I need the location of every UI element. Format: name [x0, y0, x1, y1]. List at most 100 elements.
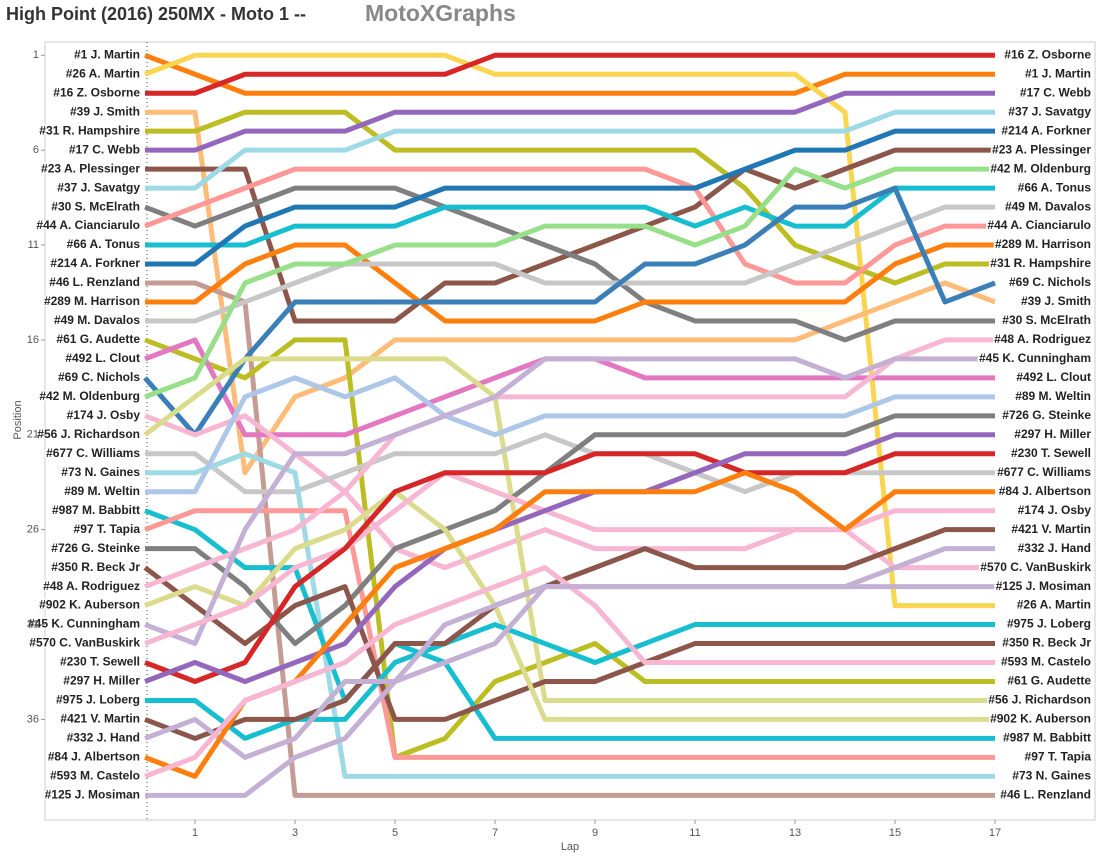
start-label: #1 J. Martin: [74, 47, 140, 61]
start-label: #69 C. Nichols: [58, 370, 140, 384]
end-label: #84 J. Albertson: [999, 484, 1091, 498]
labels: #1 J. Martin #1 J. Martin #26 A. Martin #26…: [26, 46, 1092, 803]
start-label: #37 J. Savatgy: [57, 180, 140, 194]
start-label: #84 J. Albertson: [48, 750, 140, 764]
x-tick-label: 9: [592, 827, 598, 839]
y-tick-label: 16: [27, 334, 39, 346]
series-line: [144, 508, 995, 741]
end-label: #49 M. Davalos: [1005, 199, 1091, 213]
chart-title-brand: MotoXGraphs: [365, 0, 516, 26]
x-tick-label: 5: [392, 827, 398, 839]
series-line: [144, 508, 995, 760]
start-label: #23 A. Plessinger: [41, 161, 140, 175]
series-line: [145, 109, 996, 476]
end-label: #230 T. Sewell: [1011, 446, 1091, 460]
start-label: #73 N. Gaines: [61, 465, 140, 479]
end-label: #677 C. Williams: [997, 465, 1091, 479]
series-line: [145, 432, 995, 495]
start-label: #17 C. Webb: [69, 142, 140, 156]
series-line: [145, 128, 995, 267]
start-label: #44 A. Cianciarulo: [36, 218, 140, 232]
start-label: #289 M. Harrison: [44, 294, 140, 308]
series-line: [145, 204, 995, 324]
end-label: #89 M. Weltin: [1015, 389, 1091, 403]
end-label: #37 J. Savatgy: [1008, 104, 1091, 118]
series-line: [144, 489, 995, 722]
x-tick-label: 11: [689, 827, 700, 839]
series-line: [145, 413, 995, 647]
start-label: #66 A. Tonus: [67, 237, 141, 251]
end-label: #69 C. Nichols: [1009, 275, 1091, 289]
start-label: #975 J. Loberg: [56, 693, 140, 707]
start-label: #46 L. Renzland: [49, 275, 140, 289]
start-label: #125 J. Mosiman: [45, 788, 140, 802]
end-label: #593 M. Castelo: [1001, 655, 1091, 669]
start-label: #16 Z. Osborne: [53, 85, 140, 99]
end-label: #350 R. Beck Jr: [1002, 636, 1091, 650]
series-line: [145, 242, 995, 324]
series-line: [144, 337, 995, 589]
y-tick-label: 31: [27, 618, 39, 630]
x-tick-label: 7: [492, 827, 498, 839]
end-label: #421 V. Martin: [1011, 522, 1091, 536]
end-label: #26 A. Martin: [1017, 598, 1091, 612]
start-label: #987 M. Babbitt: [52, 503, 140, 517]
y-tick-label: 36: [27, 713, 39, 725]
series-line: [145, 185, 995, 248]
start-label: #214 A. Forkner: [50, 256, 140, 270]
series-line: [144, 451, 995, 684]
end-label: #73 N. Gaines: [1012, 769, 1091, 783]
end-label: #23 A. Plessinger: [992, 142, 1091, 156]
series-line: [143, 356, 995, 703]
end-label: #16 Z. Osborne: [1004, 47, 1091, 61]
series-line: [144, 356, 995, 647]
start-label: #332 J. Hand: [67, 731, 140, 745]
end-label: #125 J. Mosiman: [996, 579, 1091, 593]
plot-frame: [44, 41, 1096, 821]
end-label: #61 G. Audette: [1007, 674, 1091, 688]
end-label: #289 M. Harrison: [995, 237, 1091, 251]
lines: [143, 52, 996, 798]
series-line: [145, 584, 995, 798]
end-label: #1 J. Martin: [1025, 66, 1091, 80]
end-label: #42 M. Oldenburg: [990, 161, 1091, 175]
series-line: [145, 90, 995, 153]
start-label: #89 M. Weltin: [64, 484, 140, 498]
x-tick-label: 15: [889, 827, 901, 839]
series-line: [145, 109, 995, 286]
start-label: #570 C. VanBuskirk: [29, 636, 140, 650]
x-tick-label: 3: [292, 827, 298, 839]
end-label: #332 J. Hand: [1018, 541, 1091, 555]
end-label: #48 A. Rodriguez: [994, 332, 1091, 346]
end-label: #97 T. Tapia: [1025, 750, 1092, 764]
end-label: #987 M. Babbitt: [1003, 731, 1091, 745]
x-tick-label: 1: [192, 827, 198, 839]
start-label: #677 C. Williams: [46, 446, 140, 460]
series-line: [145, 375, 995, 495]
start-label: #726 G. Steinke: [51, 541, 140, 555]
start-label: #902 K. Auberson: [39, 598, 140, 612]
start-label: #492 L. Clout: [65, 351, 140, 365]
start-label: #39 J. Smith: [70, 104, 140, 118]
end-label: #46 L. Renzland: [1000, 788, 1091, 802]
start-label: #56 J. Richardson: [37, 427, 140, 441]
series-line: [144, 52, 995, 609]
start-label: #97 T. Tapia: [74, 522, 141, 536]
end-label: #44 A. Cianciarulo: [987, 218, 1091, 232]
end-label: #214 A. Forkner: [1001, 123, 1091, 137]
y-tick-label: 21: [27, 429, 39, 441]
series-line: [145, 280, 995, 798]
end-label: #297 H. Miller: [1014, 427, 1091, 441]
end-label: #39 J. Smith: [1021, 294, 1091, 308]
end-label: #31 R. Hampshire: [990, 256, 1091, 270]
series-line: [143, 565, 995, 722]
start-label: #350 R. Beck Jr: [51, 560, 140, 574]
series-line: [145, 109, 995, 191]
end-label: #726 G. Steinke: [1002, 408, 1091, 422]
end-label: #56 J. Richardson: [988, 693, 1091, 707]
start-label: #61 G. Audette: [56, 332, 140, 346]
end-label: #30 S. McElrath: [1002, 313, 1091, 327]
y-axis-title[interactable]: Position: [12, 400, 24, 439]
x-axis-title[interactable]: Lap: [561, 841, 579, 853]
